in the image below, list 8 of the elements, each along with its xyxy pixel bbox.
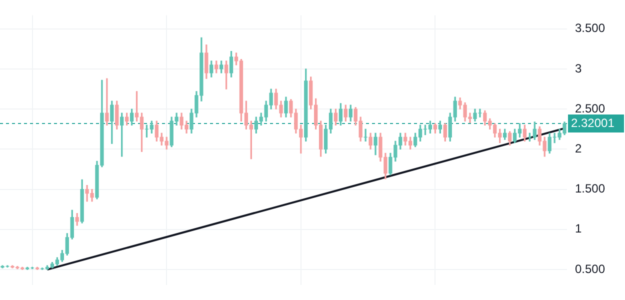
ref-line-label: 2.32001: [571, 116, 615, 130]
y-tick-label: 2.500: [575, 101, 606, 116]
y-tick-label: 3.500: [575, 21, 606, 36]
y-tick-label: 0.500: [575, 262, 606, 276]
y-tick-label: 2: [575, 142, 582, 156]
y-tick-label: 3: [575, 61, 582, 76]
y-tick-label: 1: [575, 222, 582, 236]
y-tick-label: 1.500: [575, 182, 606, 196]
